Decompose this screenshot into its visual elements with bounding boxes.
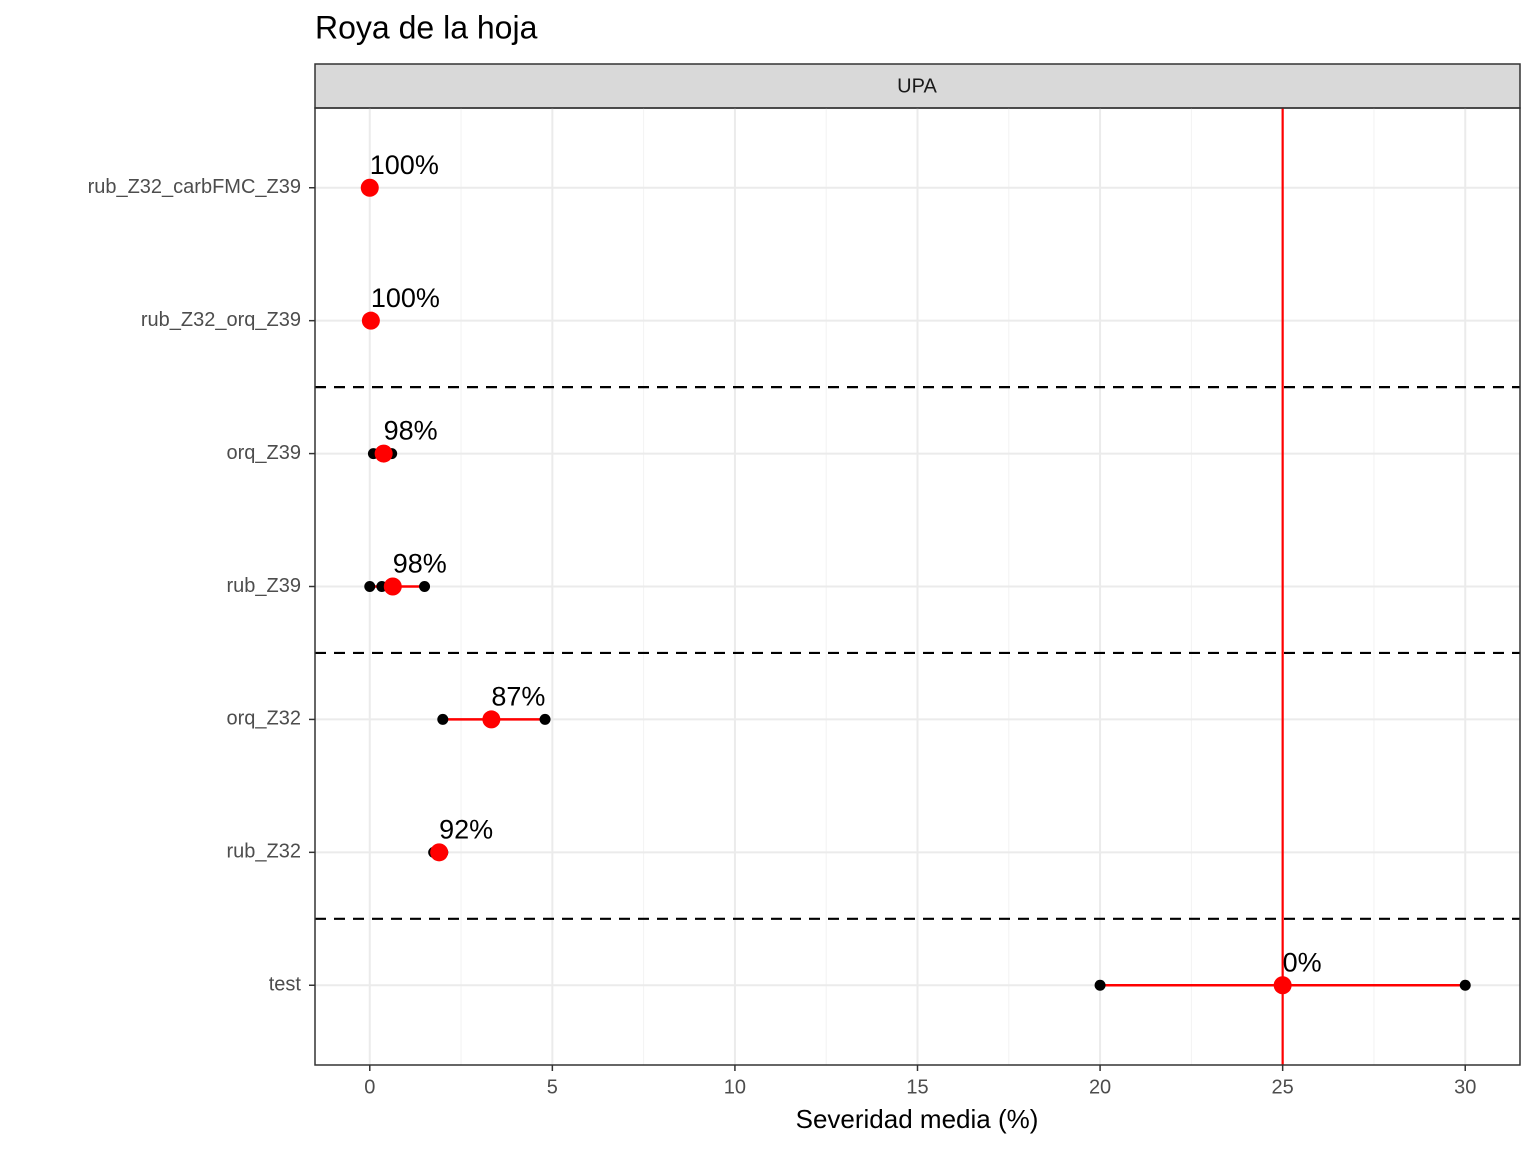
point xyxy=(1094,979,1106,991)
mean-point xyxy=(482,710,501,729)
x-tick-label: 15 xyxy=(906,1076,928,1098)
point xyxy=(539,713,551,725)
annotation: 92% xyxy=(439,814,493,844)
x-tick-label: 30 xyxy=(1454,1076,1476,1098)
mean-point xyxy=(374,444,393,463)
x-tick-label: 0 xyxy=(364,1076,375,1098)
x-axis-title: Severidad media (%) xyxy=(796,1104,1039,1134)
point xyxy=(419,581,431,592)
x-tick-label: 5 xyxy=(547,1076,558,1098)
y-tick-label: rub_Z32_orq_Z39 xyxy=(141,309,301,331)
mean-point xyxy=(360,178,379,197)
annotation: 98% xyxy=(384,416,438,446)
annotation: 98% xyxy=(393,549,447,579)
y-tick-label: rub_Z32 xyxy=(227,841,302,863)
mean-point xyxy=(361,311,380,330)
point xyxy=(437,713,449,725)
mean-point xyxy=(1273,976,1292,995)
mean-point xyxy=(430,843,449,862)
facet-strip xyxy=(314,63,1521,109)
y-tick-label: orq_Z39 xyxy=(227,442,302,464)
facet-label: UPA xyxy=(897,75,937,97)
y-tick-label: rub_Z39 xyxy=(227,575,302,597)
annotation: 0% xyxy=(1283,947,1322,977)
x-tick-label: 10 xyxy=(724,1076,746,1098)
annotation: 87% xyxy=(491,682,545,712)
chart-title: Roya de la hoja xyxy=(315,9,538,45)
annotation: 100% xyxy=(370,150,439,180)
x-tick-label: 20 xyxy=(1089,1076,1111,1098)
point xyxy=(364,581,376,592)
annotation: 100% xyxy=(371,283,440,313)
y-tick-label: rub_Z32_carbFMC_Z39 xyxy=(88,176,301,198)
y-tick-label: orq_Z32 xyxy=(227,708,302,730)
point xyxy=(1459,979,1471,991)
panel-border xyxy=(314,107,1521,1066)
y-tick-label: test xyxy=(269,974,302,996)
x-tick-label: 25 xyxy=(1272,1076,1294,1098)
mean-point xyxy=(383,577,402,596)
